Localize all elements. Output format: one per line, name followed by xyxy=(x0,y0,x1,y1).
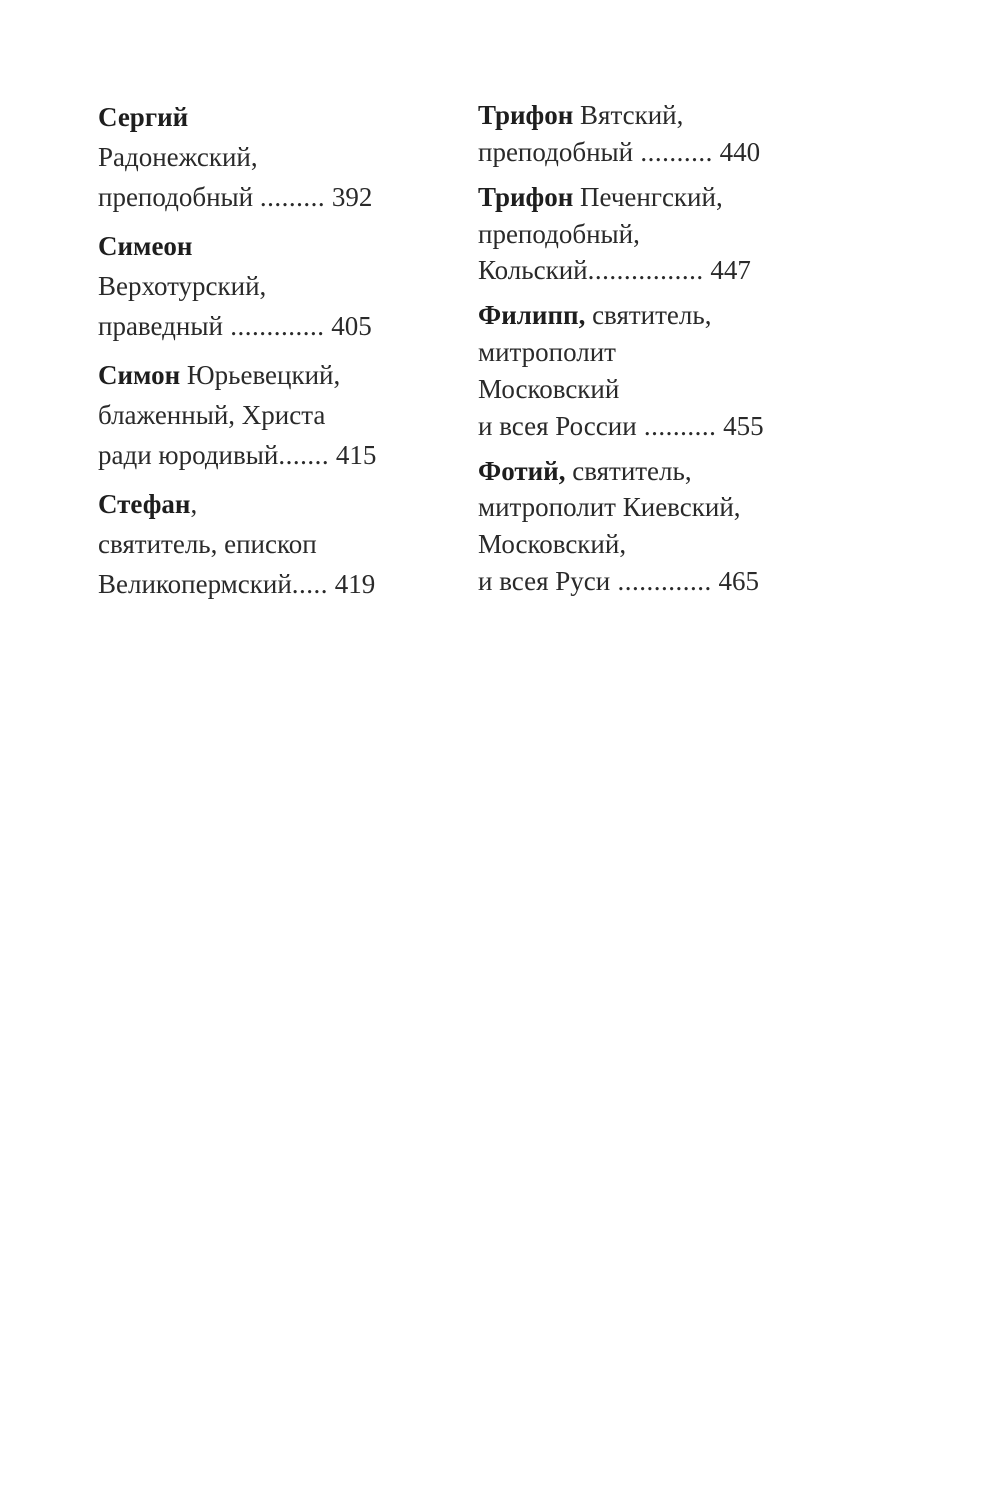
dot-leader: ............. xyxy=(610,565,712,596)
entry-last-text: праведный xyxy=(98,311,223,341)
entry-title-line: Филипп, святитель, xyxy=(478,297,818,334)
toc-entry: Трифон Печенгский, преподобный, Кольский..… xyxy=(478,179,818,289)
saint-name: Трифон xyxy=(478,100,574,130)
entry-line: святитель, епископ xyxy=(98,529,317,559)
dot-leader: ..... xyxy=(291,569,329,599)
entry-line: Московский xyxy=(478,373,620,404)
page-number: 419 xyxy=(334,569,376,599)
toc-column-left: Сергий Радонежский, преподобный ......... … xyxy=(98,97,438,613)
title-rest: Вятский, xyxy=(573,100,684,130)
title-rest: , xyxy=(190,489,198,519)
entry-line: митрополит xyxy=(478,337,616,368)
entry-title-line: Симеон xyxy=(98,226,438,266)
saint-name: Стефан xyxy=(98,489,191,519)
entry-last-text: и всея Руси xyxy=(478,565,611,596)
entry-title-line: Симон Юрьевецкий, xyxy=(98,355,438,395)
dot-leader: ....... xyxy=(278,440,330,470)
toc-entry: Симон Юрьевецкий, блаженный, Христа ради ю… xyxy=(98,355,438,475)
saint-name: Сергий xyxy=(98,102,189,132)
toc-entry: Сергий Радонежский, преподобный ......... … xyxy=(98,97,438,217)
entry-title-line: Трифон Печенгский, xyxy=(478,179,818,216)
page-number: 465 xyxy=(718,565,759,596)
title-rest: святитель, xyxy=(565,455,692,486)
page-number: 415 xyxy=(335,440,377,470)
entry-page-line: Великопермский..... 419 xyxy=(98,564,438,604)
page-number: 455 xyxy=(723,410,764,441)
entry-line: Радонежский, xyxy=(98,142,258,172)
entry-line: блаженный, Христа xyxy=(98,400,326,430)
entry-last-text: Кольский xyxy=(478,255,588,286)
saint-name: Трифон xyxy=(478,181,574,212)
saint-name: Филипп, xyxy=(478,300,586,331)
entry-last-text: преподобный xyxy=(478,136,634,167)
title-rest: Юрьевецкий, xyxy=(180,360,341,390)
entry-line: преподобный, xyxy=(478,218,640,249)
dot-leader: ................ xyxy=(587,255,704,286)
toc-entry: Трифон Вятский, преподобный .......... 44… xyxy=(478,97,818,170)
title-rest: Печенгский, xyxy=(573,181,723,212)
toc-entry: Симеон Верхотурский, праведный ...........… xyxy=(98,226,438,346)
entry-page-line: и всея России .......... 455 xyxy=(478,408,818,445)
entry-page-line: преподобный ......... 392 xyxy=(98,177,438,217)
entry-page-line: праведный ............. 405 xyxy=(98,306,438,346)
entry-last-text: и всея России xyxy=(478,410,637,441)
page-number: 392 xyxy=(331,182,373,212)
page-number: 440 xyxy=(719,136,761,167)
entry-page-line: преподобный .......... 440 xyxy=(478,134,818,171)
dot-leader: .......... xyxy=(633,136,713,167)
title-rest: святитель, xyxy=(585,300,712,331)
entry-last-text: Великопермский xyxy=(98,569,292,599)
toc-column-right: Трифон Вятский, преподобный .......... 44… xyxy=(478,97,818,608)
saint-name: Симон xyxy=(98,360,181,390)
page-number: 405 xyxy=(331,311,372,341)
entry-last-text: преподобный xyxy=(98,182,260,212)
entry-page-line: Кольский................ 447 xyxy=(478,252,818,289)
entry-line: Верхотурский, xyxy=(98,271,267,301)
toc-entry: Стефан, святитель, епископ Великопермский.… xyxy=(98,484,438,604)
entry-page-line: ради юродивый....... 415 xyxy=(98,435,438,475)
dot-leader: .......... xyxy=(636,410,717,441)
toc-entry: Фотий, святитель, митрополит Киевский, Мос… xyxy=(478,453,818,600)
entry-title-line: Фотий, святитель, xyxy=(478,453,818,490)
entry-last-text: ради юродивый xyxy=(98,440,279,470)
dot-leader: ......... xyxy=(259,182,326,212)
dot-leader: ............. xyxy=(222,311,325,341)
entry-title-line: Трифон Вятский, xyxy=(478,97,818,134)
entry-page-line: и всея Руси ............. 465 xyxy=(478,563,818,600)
entry-line: Московский, xyxy=(478,529,627,560)
page-number: 447 xyxy=(710,255,751,286)
entry-title-line: Сергий xyxy=(98,97,438,137)
saint-name: Симеон xyxy=(98,231,193,261)
toc-entry: Филипп, святитель, митрополит Московский и … xyxy=(478,297,818,444)
entry-line: митрополит Киевский, xyxy=(478,492,741,523)
entry-title-line: Стефан, xyxy=(98,484,438,524)
saint-name: Фотий, xyxy=(478,455,566,486)
